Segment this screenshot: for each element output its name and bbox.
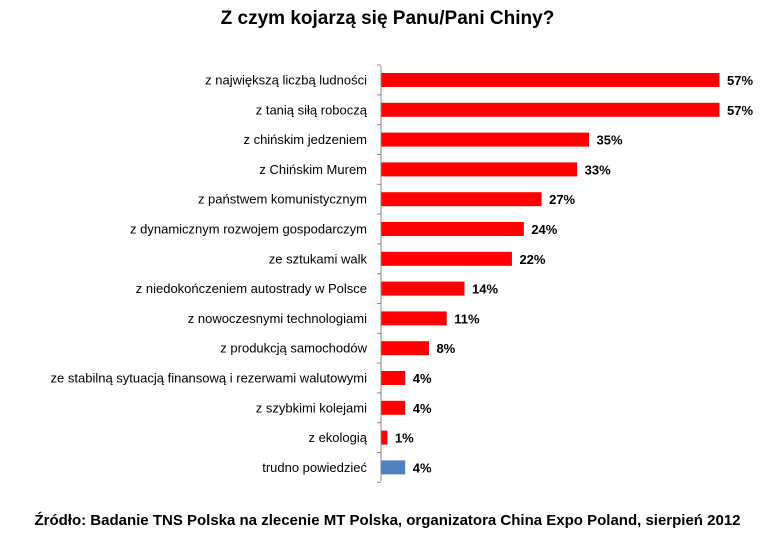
value-label: 14%	[472, 282, 498, 297]
bar	[381, 192, 542, 207]
category-label: z nowoczesnymi technologiami	[188, 311, 367, 326]
category-label: z Chińskim Murem	[259, 162, 367, 177]
value-label: 35%	[597, 133, 623, 148]
value-label: 33%	[585, 162, 611, 177]
category-label: z dynamicznym rozwojem gospodarczym	[130, 222, 367, 237]
value-label: 22%	[519, 252, 545, 267]
bar	[381, 132, 590, 147]
category-label: trudno powiedzieć	[262, 460, 367, 475]
category-label: z największą liczbą ludności	[205, 73, 367, 88]
category-label: z tanią siłą roboczą	[256, 102, 368, 117]
bar	[381, 341, 429, 356]
value-label: 11%	[454, 311, 480, 326]
bar	[381, 460, 406, 475]
bar	[381, 430, 388, 445]
value-label: 24%	[531, 222, 557, 237]
chart-title: Z czym kojarzą się Panu/Pani Chiny?	[220, 8, 555, 29]
category-label: z niedokończeniem autostrady w Polsce	[136, 281, 367, 296]
value-label: 57%	[727, 103, 753, 118]
value-label: 4%	[413, 460, 432, 475]
bar	[381, 222, 524, 236]
category-label: z chińskim jedzeniem	[243, 132, 367, 147]
bars-layer: z największą liczbą ludności 57% z tanią s…	[51, 64, 753, 483]
category-label: z państwem komunistycznym	[198, 192, 367, 207]
bar	[381, 400, 406, 415]
value-label: 4%	[413, 371, 432, 386]
category-label: z ekologią	[308, 430, 367, 445]
bar	[381, 311, 447, 326]
category-label: ze sztukami walk	[269, 251, 368, 266]
bar	[381, 102, 720, 117]
value-label: 27%	[549, 192, 575, 207]
value-label: 1%	[395, 431, 414, 446]
value-label: 4%	[413, 401, 432, 416]
source-note: Źródło: Badanie TNS Polska na zlecenie M…	[34, 512, 741, 529]
bar	[381, 371, 406, 385]
bar	[381, 73, 720, 87]
category-label: ze stabilną sytuacją finansową i rezerwa…	[51, 371, 368, 386]
value-label: 8%	[436, 341, 455, 356]
bar	[381, 251, 512, 266]
category-label: z produkcją samochodów	[220, 341, 367, 356]
bar	[381, 281, 465, 296]
category-label: z szybkimi kolejami	[256, 400, 367, 415]
bar	[381, 162, 578, 177]
value-label: 57%	[727, 73, 753, 88]
